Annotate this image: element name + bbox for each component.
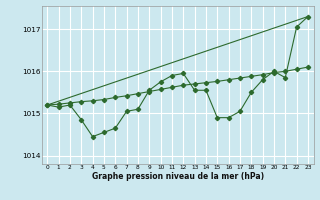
X-axis label: Graphe pression niveau de la mer (hPa): Graphe pression niveau de la mer (hPa) <box>92 172 264 181</box>
